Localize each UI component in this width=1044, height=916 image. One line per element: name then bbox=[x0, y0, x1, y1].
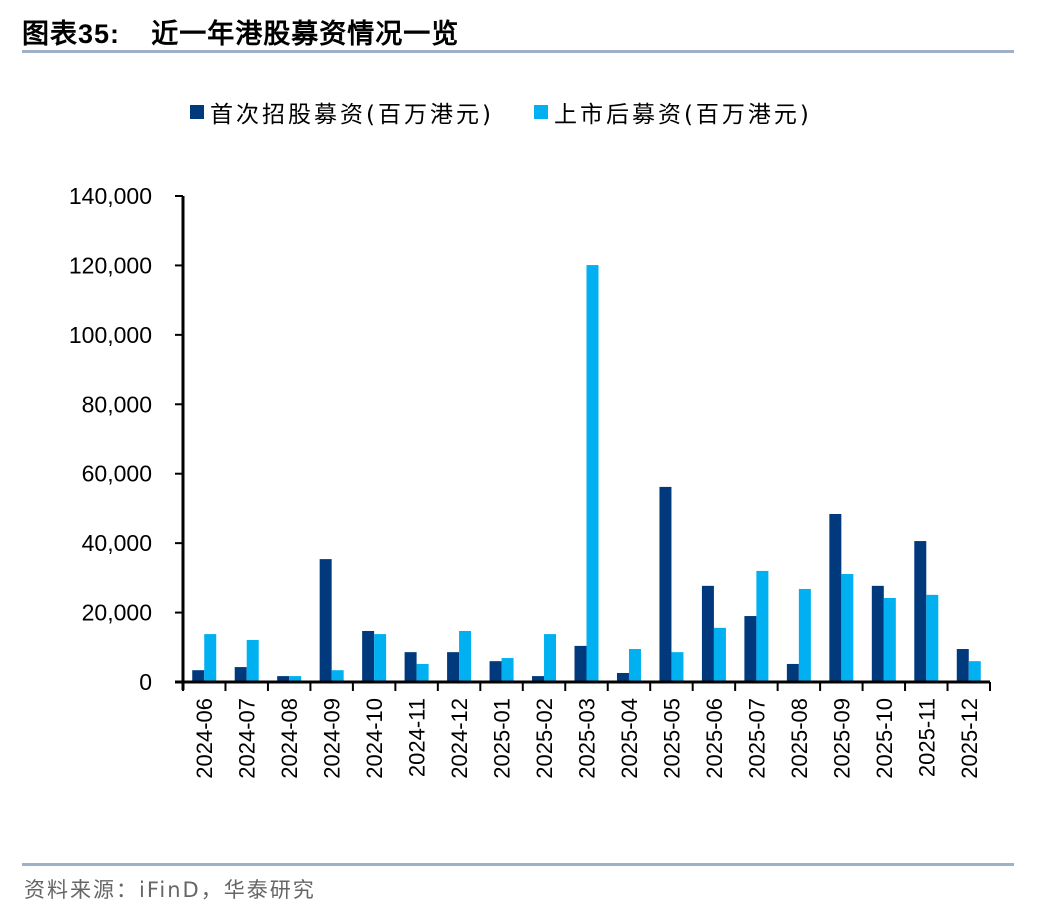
legend-label-post-ipo: 上市后募资(百万港元) bbox=[553, 102, 812, 128]
y-tick-label: 20,000 bbox=[82, 600, 152, 626]
x-tick-label: 2024-07 bbox=[235, 698, 260, 779]
y-tick-label: 40,000 bbox=[82, 530, 152, 556]
legend-swatch-post-ipo bbox=[533, 105, 548, 119]
x-tick-label: 2024-11 bbox=[405, 698, 430, 777]
chart-title: 图表35: 近一年港股募资情况一览 bbox=[22, 12, 459, 51]
title-text: 近一年港股募资情况一览 bbox=[151, 19, 460, 50]
bar-post-ipo-2025-03 bbox=[586, 265, 599, 682]
bar-ipo-2025-10 bbox=[871, 585, 884, 682]
title-number: 35: bbox=[78, 19, 121, 49]
bar-ipo-2025-11 bbox=[914, 541, 927, 682]
bar-post-ipo-2024-11 bbox=[416, 663, 429, 682]
legend-item-post-ipo: 上市后募资(百万港元) bbox=[533, 95, 812, 129]
bar-ipo-2025-03 bbox=[574, 645, 587, 682]
header-rule bbox=[22, 50, 1014, 53]
y-tick-label: 100,000 bbox=[69, 322, 152, 348]
legend-label-ipo: 首次招股募资(百万港元) bbox=[210, 102, 494, 128]
x-tick-label: 2025-10 bbox=[872, 698, 897, 779]
x-tick-label: 2025-08 bbox=[787, 698, 812, 779]
y-tick-label: 60,000 bbox=[82, 461, 152, 487]
legend: 首次招股募资(百万港元) 上市后募资(百万港元) bbox=[190, 95, 812, 129]
bar-post-ipo-2025-06 bbox=[713, 627, 726, 682]
bar-post-ipo-2024-06 bbox=[204, 634, 217, 682]
bar-ipo-2025-05 bbox=[659, 486, 672, 682]
bar-post-ipo-2025-01 bbox=[501, 658, 514, 682]
bar-post-ipo-2025-11 bbox=[926, 594, 939, 682]
footer-rule bbox=[22, 863, 1014, 866]
legend-item-ipo: 首次招股募资(百万港元) bbox=[190, 95, 494, 129]
bar-ipo-2025-07 bbox=[744, 616, 757, 682]
source-note: 资料来源：iFinD，华泰研究 bbox=[24, 878, 316, 902]
bar-ipo-2024-11 bbox=[404, 652, 417, 682]
x-tick-label: 2025-07 bbox=[744, 698, 769, 779]
bar-post-ipo-2025-04 bbox=[628, 649, 641, 682]
bar-post-ipo-2024-07 bbox=[246, 639, 259, 682]
x-tick-label: 2024-09 bbox=[320, 698, 345, 779]
bar-post-ipo-2024-09 bbox=[331, 670, 344, 682]
bar-ipo-2024-06 bbox=[192, 670, 205, 682]
x-tick-label: 2024-06 bbox=[192, 698, 217, 779]
x-tick-label: 2025-02 bbox=[532, 698, 557, 779]
bar-ipo-2025-08 bbox=[786, 663, 799, 682]
bar-post-ipo-2024-08 bbox=[289, 676, 302, 682]
bar-post-ipo-2024-12 bbox=[459, 630, 472, 682]
x-tick-label: 2025-04 bbox=[617, 698, 642, 779]
x-tick-label: 2025-03 bbox=[575, 698, 600, 779]
bar-post-ipo-2025-12 bbox=[968, 661, 981, 682]
bar-ipo-2025-02 bbox=[532, 676, 545, 682]
x-tick-label: 2025-09 bbox=[829, 698, 854, 779]
title-prefix: 图表 bbox=[22, 19, 78, 50]
y-tick-label: 120,000 bbox=[69, 252, 152, 278]
x-tick-label: 2025-06 bbox=[702, 698, 727, 779]
y-tick-label: 80,000 bbox=[82, 391, 152, 417]
bar-ipo-2025-12 bbox=[956, 649, 969, 682]
legend-swatch-ipo bbox=[190, 105, 204, 119]
x-tick-label: 2024-10 bbox=[362, 698, 387, 779]
bar-ipo-2024-07 bbox=[234, 667, 247, 682]
x-tick-label: 2024-08 bbox=[277, 698, 302, 779]
x-tick-label: 2025-11 bbox=[914, 698, 939, 777]
bar-ipo-2025-01 bbox=[489, 661, 502, 682]
bar-post-ipo-2024-10 bbox=[374, 634, 387, 682]
y-tick-label: 140,000 bbox=[69, 183, 152, 209]
bar-ipo-2024-10 bbox=[362, 630, 375, 682]
x-tick-label: 2024-12 bbox=[447, 698, 472, 779]
x-tick-label: 2025-05 bbox=[659, 698, 684, 779]
bar-post-ipo-2025-05 bbox=[671, 652, 684, 682]
bar-ipo-2025-09 bbox=[829, 513, 842, 682]
x-tick-label: 2025-01 bbox=[490, 698, 515, 779]
bar-post-ipo-2025-09 bbox=[841, 574, 854, 682]
bar-post-ipo-2025-10 bbox=[883, 597, 896, 682]
bar-ipo-2025-06 bbox=[701, 585, 714, 682]
x-tick-label: 2025-12 bbox=[957, 698, 982, 779]
bar-post-ipo-2025-07 bbox=[756, 570, 769, 682]
bar-ipo-2024-09 bbox=[319, 559, 332, 682]
bar-ipo-2024-12 bbox=[447, 652, 460, 682]
bar-ipo-2024-08 bbox=[277, 676, 290, 682]
bar-ipo-2025-04 bbox=[616, 672, 629, 682]
bar-post-ipo-2025-08 bbox=[798, 588, 811, 682]
y-tick-label: 0 bbox=[139, 669, 152, 695]
bar-post-ipo-2025-02 bbox=[544, 634, 557, 682]
